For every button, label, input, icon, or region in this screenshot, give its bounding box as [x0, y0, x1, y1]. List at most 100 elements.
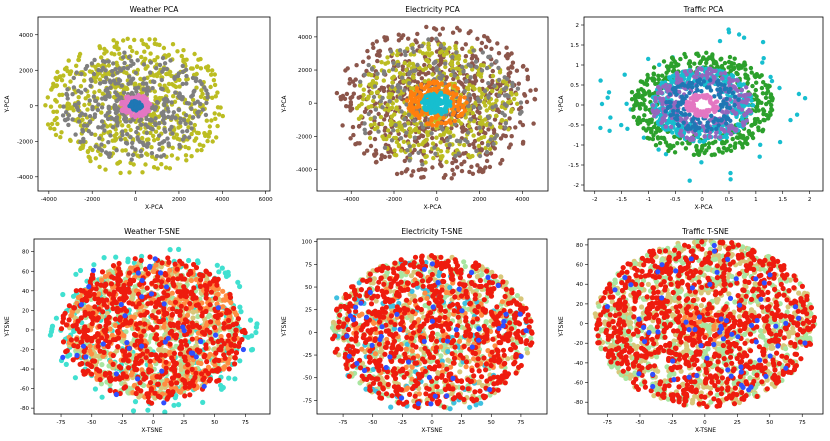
point-cluster-olive-wide — [134, 50, 139, 55]
point-cluster-grey — [519, 109, 524, 115]
point-cluster-grey — [80, 129, 86, 134]
point-cluster-grey — [127, 74, 132, 79]
point-cluster-olive-wide — [93, 79, 98, 84]
point-cluster-grey — [107, 109, 112, 115]
x-tick-label: -2000 — [386, 197, 402, 203]
point-cluster-olive-wide — [192, 122, 197, 128]
point-cluster-grey — [130, 76, 136, 81]
point-cluster-grey — [115, 106, 120, 111]
point-cluster-green — [639, 87, 644, 92]
point-cluster-green — [743, 138, 748, 143]
point-cluster-brown — [475, 163, 480, 168]
point-cluster-grey — [503, 125, 508, 130]
point-cluster-grey — [107, 151, 112, 156]
point-cluster-blue — [712, 94, 717, 99]
point-cluster-brown — [350, 124, 356, 130]
point-cluster-brown — [411, 169, 416, 174]
point-cluster-olive-wide — [113, 85, 118, 90]
x-tick-label: -4000 — [41, 197, 57, 203]
point-cluster-olive — [449, 62, 455, 67]
point-cluster-olive-wide — [128, 44, 133, 50]
point-cluster-green — [742, 60, 747, 65]
point-cluster-green — [650, 136, 656, 142]
point-cluster-grey — [410, 46, 415, 51]
point-cluster-olive-wide — [115, 161, 120, 166]
point-cluster-green — [695, 51, 700, 56]
point-cluster-brown — [396, 32, 401, 37]
point-cluster-grey — [402, 49, 407, 54]
y-tick-label: 2000 — [298, 68, 312, 74]
point-cluster-brown — [412, 147, 417, 153]
point-cluster-orange — [451, 99, 456, 105]
point-cluster-purple — [674, 80, 679, 86]
point-cluster-brown — [476, 169, 482, 174]
point-cluster-cyan — [670, 130, 675, 135]
point-cluster-brown — [460, 46, 465, 51]
point-cluster-pink — [146, 108, 152, 114]
point-cluster-green — [646, 121, 651, 127]
point-cluster-olive — [499, 104, 504, 110]
point-cluster-green — [768, 110, 773, 115]
point-cluster-brown — [376, 49, 381, 54]
point-cluster-grey — [429, 131, 434, 136]
y-tick-label: -2000 — [17, 139, 33, 145]
point-cluster-blue — [696, 125, 702, 131]
point-cluster-olive-wide — [213, 116, 218, 122]
point-cluster-olive — [379, 60, 384, 65]
point-cluster-brown — [495, 41, 500, 46]
point-cluster-olive-wide — [93, 156, 99, 161]
point-cluster-grey — [106, 140, 111, 145]
point-cluster-brown — [462, 159, 467, 164]
point-cluster-brown — [525, 74, 530, 80]
point-cluster-brown — [396, 38, 402, 43]
point-cluster-brown — [437, 32, 442, 37]
point-cluster-blue — [719, 117, 724, 123]
point-cluster-grey — [464, 78, 469, 84]
point-cluster-olive — [402, 60, 407, 66]
point-cluster-green — [704, 60, 709, 66]
point-cluster-cyan-outliers — [728, 177, 733, 182]
point-cluster-blue — [701, 79, 707, 84]
point-cluster-olive — [430, 72, 435, 77]
point-cluster-grey — [169, 100, 174, 105]
point-cluster-purple — [655, 90, 661, 96]
point-cluster-olive-wide — [212, 82, 218, 88]
point-cluster-pink — [698, 109, 704, 115]
point-cluster-olive-wide — [111, 38, 116, 43]
point-cluster-olive-wide — [117, 51, 122, 56]
point-cluster-grey — [92, 57, 97, 63]
point-cluster-grey — [135, 135, 140, 140]
point-cluster-grey — [89, 61, 95, 66]
point-cluster-cyan — [132, 399, 139, 405]
point-cluster-blue — [704, 123, 710, 128]
point-cluster-purple — [708, 66, 713, 72]
point-cluster-blue — [733, 94, 738, 99]
point-cluster-grey — [183, 67, 189, 73]
point-cluster-grey — [89, 131, 94, 136]
point-cluster-green — [646, 75, 651, 81]
point-cluster-green — [710, 52, 715, 57]
point-cluster-grey — [189, 106, 194, 111]
point-cluster-olive — [371, 98, 376, 104]
point-cluster-olive — [387, 91, 392, 97]
point-cluster-grey — [198, 101, 203, 107]
point-cluster-olive — [416, 142, 421, 148]
point-cluster-olive — [422, 79, 428, 84]
point-cluster-olive — [509, 107, 514, 112]
point-cluster-olive-wide — [112, 52, 117, 57]
point-cluster-cyan-outliers — [606, 90, 612, 95]
x-tick-label: -4000 — [343, 197, 359, 203]
point-cluster-green — [695, 151, 700, 156]
x-tick-label: -2000 — [84, 197, 100, 203]
point-cluster-tan — [141, 316, 147, 322]
point-cluster-brown — [457, 28, 462, 33]
point-cluster-olive — [438, 133, 443, 138]
point-cluster-grey — [389, 138, 395, 143]
point-cluster-cyan — [436, 105, 441, 111]
point-cluster-green — [649, 128, 654, 134]
point-cluster-grey — [184, 128, 190, 134]
point-cluster-brown — [419, 76, 424, 81]
y-tick-label: 4000 — [298, 35, 312, 41]
point-cluster-olive-wide — [55, 69, 60, 75]
point-cluster-olive-wide — [143, 66, 148, 71]
